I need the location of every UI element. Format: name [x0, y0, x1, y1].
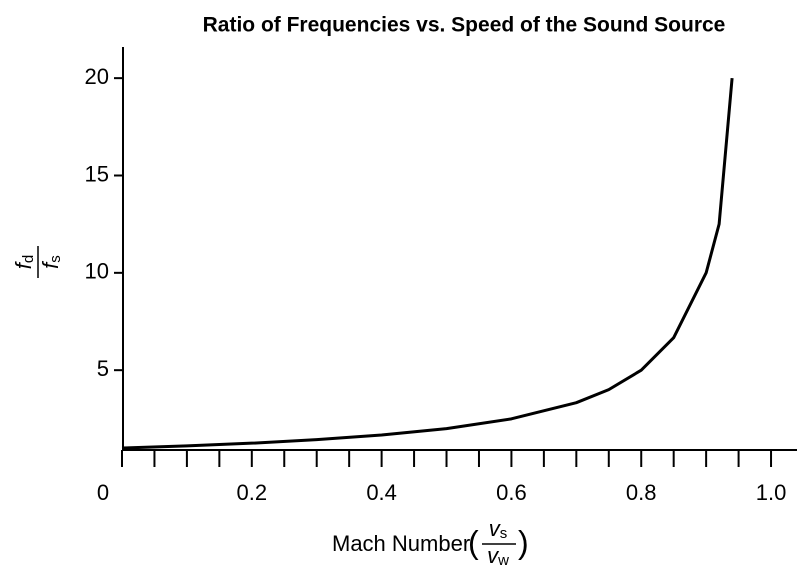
chart-title: Ratio of Frequencies vs. Speed of the So… [203, 14, 726, 37]
paren: ) [518, 524, 529, 560]
paren: ( [468, 524, 479, 560]
symbol: f [11, 260, 36, 269]
x-tick-label: 0.4 [366, 480, 397, 505]
y-tick-label: 15 [85, 161, 109, 186]
subscript: s [47, 255, 64, 263]
x-label-denominator: vw [487, 543, 509, 567]
subscript: w [497, 552, 509, 567]
x-tick-label: 0 [97, 480, 109, 505]
x-tick-label: 0.2 [237, 480, 268, 505]
y-tick-label: 10 [85, 259, 109, 284]
x-tick-label: 0.6 [496, 480, 527, 505]
subscript: d [20, 255, 37, 263]
y-tick-label: 5 [97, 356, 109, 381]
y-tick-label: 20 [85, 64, 109, 89]
symbol: f [38, 260, 63, 269]
x-label-numerator: vs [489, 516, 508, 542]
x-tick-label: 0.8 [626, 480, 657, 505]
x-tick-label: 1.0 [756, 480, 787, 505]
subscript: s [500, 525, 508, 542]
x-label: Mach Number ( vs vw ) [332, 516, 529, 567]
line [121, 78, 734, 450]
y-label-numerator: fd [11, 255, 37, 269]
symbol: v [487, 543, 500, 567]
symbol: v [489, 516, 502, 541]
y-label-denominator: fs [38, 255, 64, 269]
y-label: fd fs [11, 246, 64, 278]
x-label-text: Mach Number [332, 531, 470, 556]
